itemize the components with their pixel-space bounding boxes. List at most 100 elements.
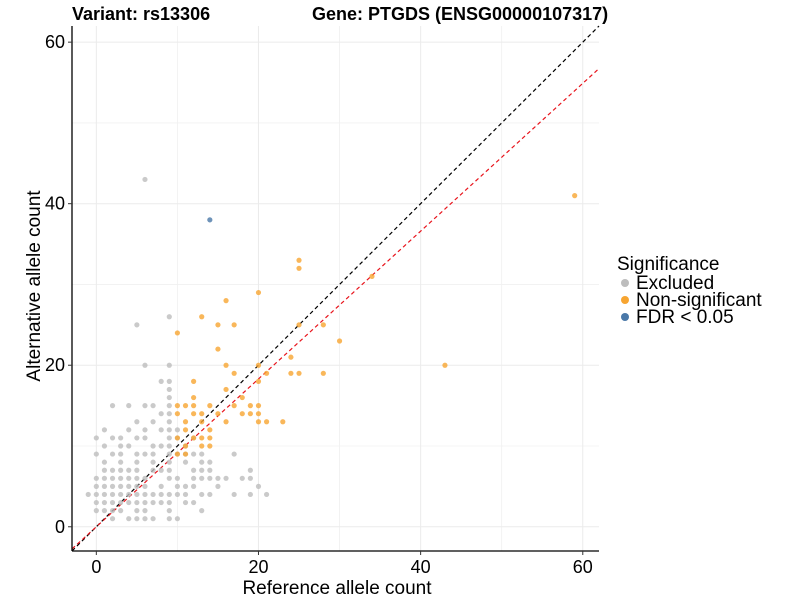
data-point (166, 411, 172, 417)
data-point (134, 483, 140, 489)
data-point (134, 451, 140, 457)
y-tick-label: 40 (45, 194, 65, 214)
data-point (223, 386, 229, 393)
reference-line-fit (71, 68, 600, 550)
data-point (174, 483, 180, 489)
x-axis-label: Reference allele count (242, 578, 432, 599)
data-point (174, 516, 180, 522)
legend-label-non-significant: Non-significant (636, 290, 762, 311)
data-point (142, 508, 148, 514)
data-point (239, 411, 245, 417)
data-point (150, 451, 156, 457)
data-point (118, 459, 124, 465)
data-point (142, 403, 148, 409)
data-point (207, 459, 213, 465)
data-point (191, 475, 197, 481)
data-point (166, 508, 172, 514)
data-point (199, 467, 205, 473)
data-point (369, 273, 375, 279)
data-point (182, 483, 189, 489)
grid-lines (72, 26, 599, 551)
data-point (215, 475, 221, 481)
data-point (118, 508, 124, 514)
data-point (231, 491, 237, 498)
data-point (223, 298, 229, 304)
data-point (101, 499, 108, 506)
data-point (191, 394, 197, 401)
data-point (182, 427, 189, 433)
data-point (101, 483, 108, 489)
legend: Significance Excluded Non-significant FD… (617, 254, 762, 328)
data-point (93, 483, 99, 489)
data-point (215, 411, 221, 417)
data-point (255, 403, 262, 409)
data-point (142, 451, 148, 457)
data-point (182, 403, 189, 409)
data-point (263, 419, 270, 425)
data-point (255, 289, 262, 296)
data-point (191, 499, 197, 506)
data-point (150, 403, 156, 409)
data-point (109, 516, 116, 522)
data-point (126, 483, 132, 489)
data-point (255, 483, 262, 489)
data-point (572, 193, 578, 199)
data-point (126, 427, 132, 433)
x-tick-label: 40 (411, 557, 431, 577)
data-point (126, 499, 132, 506)
data-point (126, 403, 132, 409)
data-point (199, 443, 205, 449)
data-point (263, 491, 270, 498)
data-point (118, 491, 124, 498)
series-fdr-0-05 (207, 217, 213, 223)
data-point (207, 427, 213, 433)
data-point (296, 322, 302, 328)
data-point (142, 427, 148, 433)
data-point (442, 362, 448, 368)
data-points (85, 176, 578, 522)
data-point (166, 435, 172, 441)
title-gene: Gene: PTGDS (ENSG00000107317) (312, 4, 608, 24)
data-point (174, 451, 180, 457)
data-point (142, 475, 148, 481)
data-point (247, 491, 253, 498)
data-point (247, 475, 253, 481)
y-tick-label: 0 (55, 517, 65, 537)
data-point (158, 427, 164, 433)
data-point (109, 475, 116, 481)
data-point (142, 176, 148, 183)
data-point (207, 491, 213, 498)
data-point (142, 499, 148, 506)
data-point (150, 443, 156, 449)
data-point (191, 403, 197, 409)
data-point (101, 491, 108, 498)
data-point (191, 483, 197, 489)
data-point (320, 370, 326, 376)
data-point (199, 435, 205, 441)
data-point (174, 411, 180, 417)
data-point (166, 516, 172, 522)
data-point (166, 459, 172, 465)
data-point (101, 467, 108, 473)
data-point (296, 257, 302, 263)
data-point (215, 322, 221, 328)
data-point (101, 443, 108, 449)
data-point (182, 419, 189, 425)
data-point (247, 467, 253, 473)
reference-line-identity (71, 25, 600, 552)
data-point (199, 475, 205, 481)
data-point (199, 314, 205, 320)
data-point (150, 467, 156, 473)
data-point (174, 491, 180, 498)
data-point (223, 419, 229, 425)
axes (71, 26, 599, 552)
data-point (166, 499, 172, 506)
data-point (150, 459, 156, 465)
data-point (231, 403, 237, 409)
data-point (182, 443, 189, 449)
data-point (166, 451, 172, 457)
data-point (126, 467, 132, 473)
data-point (166, 403, 172, 409)
data-point (247, 403, 253, 409)
